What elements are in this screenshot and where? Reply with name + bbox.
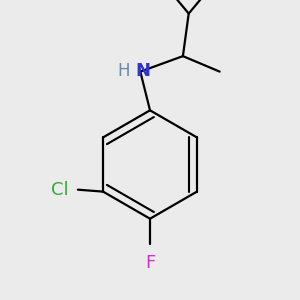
Text: N: N [135, 61, 150, 80]
Text: Cl: Cl [51, 181, 68, 199]
Text: H: H [118, 61, 130, 80]
Text: F: F [145, 254, 155, 272]
